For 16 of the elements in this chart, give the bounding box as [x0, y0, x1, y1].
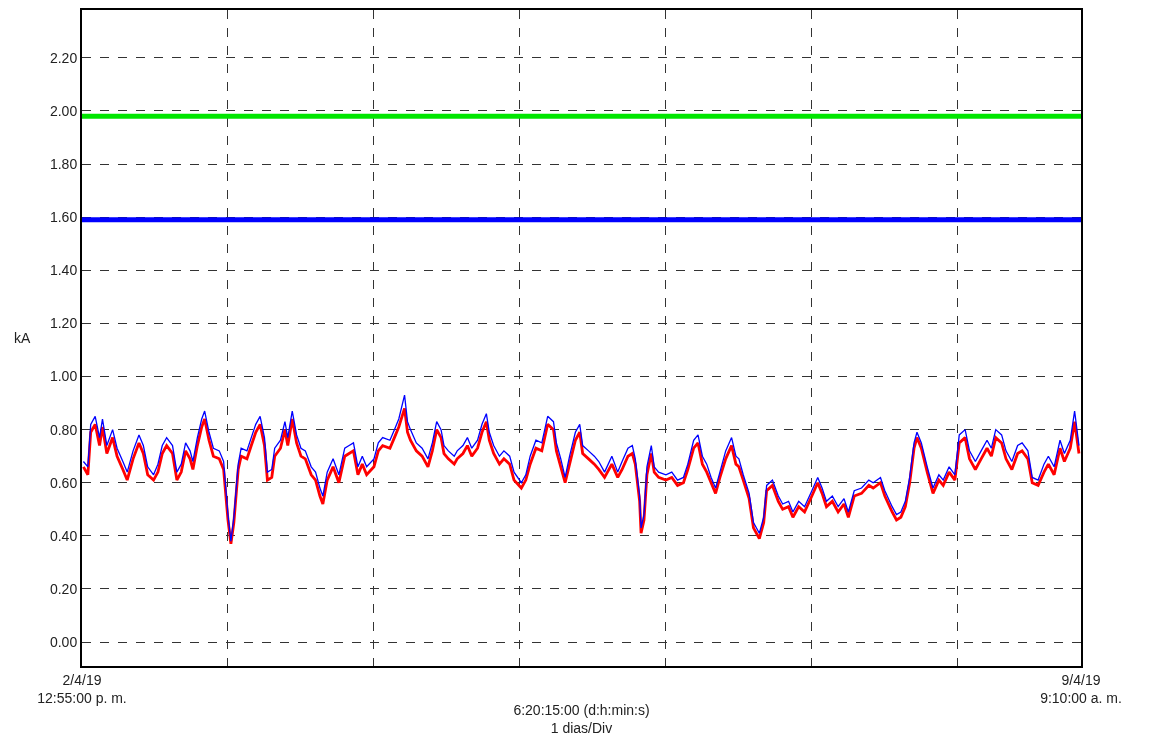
y-tick-label: 0.40 [49, 527, 78, 544]
x-tick-label: 9/4/19 9:10:00 a. m. [1040, 671, 1122, 706]
y-tick-label: 1.20 [49, 315, 78, 332]
y-tick-label: 2.20 [49, 49, 78, 66]
y-tick-label: 0.20 [49, 580, 78, 597]
x-axis-title: 6:20:15:00 (d:h:min:s) 1 dias/Div [513, 701, 650, 736]
y-tick-label: 2.00 [49, 102, 78, 119]
y-tick-label: 1.00 [49, 368, 78, 385]
y-tick-label: 1.60 [49, 209, 78, 226]
y-tick-label: 0.60 [49, 474, 78, 491]
x-tick-label: 2/4/19 12:55:00 p. m. [37, 671, 127, 706]
y-tick-label: 1.40 [49, 262, 78, 279]
y-tick-label: 0.00 [49, 634, 78, 650]
y-axis-title: kA [14, 330, 31, 346]
y-tick-label: 0.80 [49, 421, 78, 438]
y-tick-label: 1.80 [49, 155, 78, 172]
